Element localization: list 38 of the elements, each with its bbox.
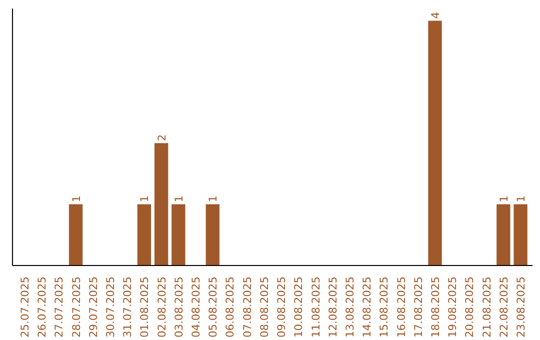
x-tick-label: 09.08.2025: [275, 276, 288, 338]
data-label: 1: [206, 196, 220, 202]
x-tick-label: 13.08.2025: [343, 276, 356, 338]
x-tick-label: 18.08.2025: [429, 276, 442, 338]
data-label: 1: [172, 196, 186, 202]
data-label: 1: [514, 196, 528, 202]
x-tick-label: 20.08.2025: [463, 276, 476, 338]
x-tick-label: 08.08.2025: [258, 276, 271, 338]
x-tick-label: 19.08.2025: [446, 276, 460, 338]
x-tick-label: 27.07.2025: [52, 276, 66, 338]
x-tick-label: 10.08.2025: [292, 276, 306, 338]
x-tick-label: 31.07.2025: [121, 276, 134, 338]
x-tick-label: 17.08.2025: [412, 276, 425, 338]
x-tick-label: 05.08.2025: [206, 276, 220, 338]
x-tick-label: 23.08.2025: [514, 276, 528, 338]
data-label: 2: [155, 134, 168, 142]
x-tick-label: 02.08.2025: [155, 276, 168, 338]
x-tick-label: 07.08.2025: [240, 276, 254, 338]
x-tick-label: 22.08.2025: [497, 276, 510, 338]
x-tick-label: 11.08.2025: [309, 276, 322, 338]
x-tick-label: 29.07.2025: [86, 276, 100, 338]
x-tick-label: 14.08.2025: [360, 276, 374, 338]
x-tick-label: 06.08.2025: [224, 276, 237, 338]
x-tick-label: 30.07.2025: [104, 276, 117, 338]
data-label: 1: [497, 196, 510, 202]
x-tick-label: 16.08.2025: [394, 276, 408, 338]
x-tick-label: 26.07.2025: [36, 276, 49, 338]
x-tick-label: 21.08.2025: [480, 276, 494, 338]
x-tick-label: 15.08.2025: [378, 276, 391, 338]
x-tick-label: 12.08.2025: [326, 276, 340, 338]
data-label: 4: [429, 12, 442, 19]
x-tick-label: 03.08.2025: [172, 276, 186, 338]
x-tick-label: 28.07.2025: [70, 276, 83, 338]
data-label: 1: [70, 196, 83, 202]
x-tick-label: 01.08.2025: [138, 276, 152, 338]
x-tick-label: 25.07.2025: [18, 276, 32, 338]
x-tick-label: 04.08.2025: [190, 276, 203, 338]
data-label: 1: [138, 196, 152, 202]
